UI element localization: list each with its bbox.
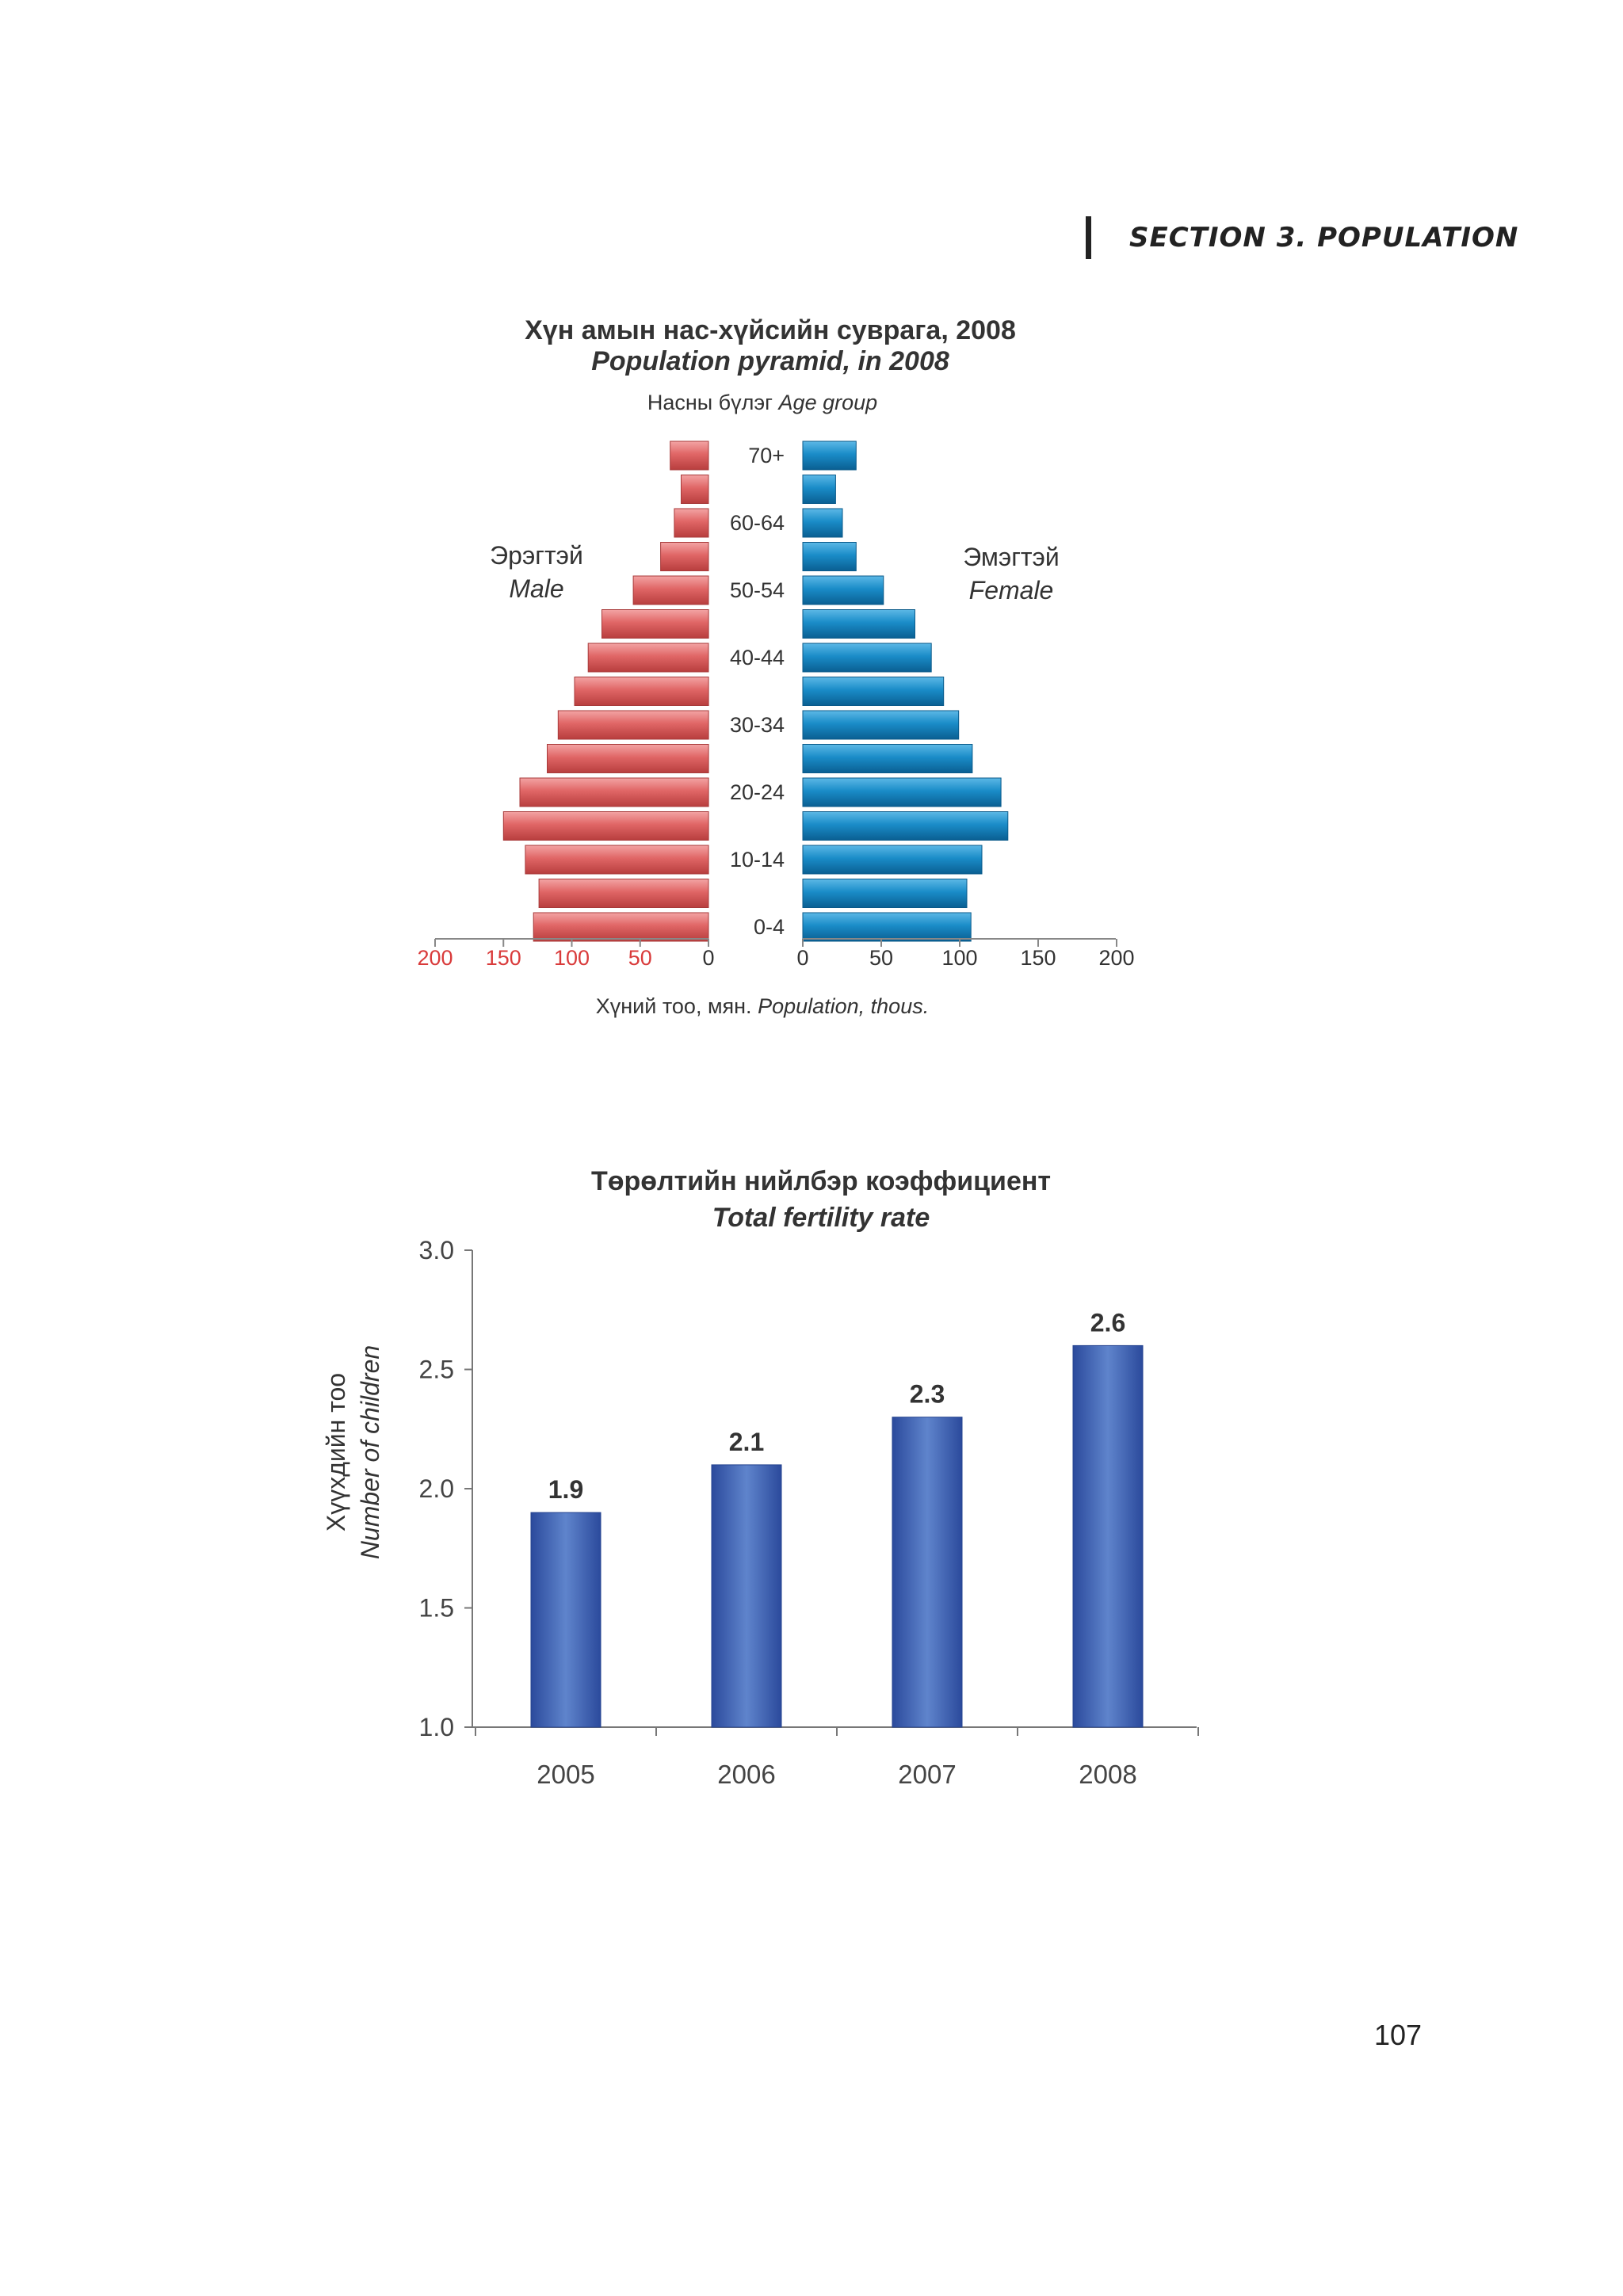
tfr-y-tick-2.5: 2.5 <box>419 1356 454 1384</box>
female-axis-ticks: 0 50 100 150 200 <box>796 939 1135 970</box>
female-tick-0: 0 <box>796 946 808 970</box>
tfr-x-label-2005: 2005 <box>537 1760 594 1789</box>
female-bar-5-9 <box>802 879 968 908</box>
male-legend-en: Male <box>509 574 563 603</box>
female-tick-150: 150 <box>1020 946 1056 970</box>
male-bar-10-14 <box>525 845 709 875</box>
pyramid-xlabel-en: Population, thous. <box>758 994 929 1018</box>
tfr-x-label-2006: 2006 <box>717 1760 775 1789</box>
female-bar-30-34 <box>802 710 960 740</box>
tfr-data-label-2008: 2.6 <box>1090 1308 1125 1337</box>
population-pyramid-chart: Хүн амын нас-хүйсийн суврага, 2008 Popul… <box>417 315 1135 1018</box>
age-axis-label-en: Age group <box>777 391 878 414</box>
tfr-title: Төрөлтийн нийлбэр коэффициент <box>591 1166 1051 1196</box>
male-tick-200: 200 <box>417 946 453 970</box>
male-axis-ticks: 200 150 100 50 0 <box>417 939 715 970</box>
female-bar-40-44 <box>802 643 932 673</box>
female-bar-70+ <box>802 441 857 471</box>
female-bar-65-69 <box>802 475 836 504</box>
section-header: SECTION 3. POPULATION <box>1086 215 1518 260</box>
female-bar-60-64 <box>802 508 843 538</box>
male-bar-30-34 <box>557 710 709 740</box>
male-bar-40-44 <box>587 643 709 673</box>
female-bar-55-59 <box>802 542 857 571</box>
male-legend-mn: Эрэгтэй <box>490 541 583 570</box>
age-label-30-34: 30-34 <box>730 713 785 737</box>
pyramid-subtitle: Population pyramid, in 2008 <box>591 346 949 376</box>
male-tick-100: 100 <box>554 946 590 970</box>
age-label-70+: 70+ <box>748 444 785 467</box>
male-bar-15-19 <box>502 811 709 841</box>
fertility-rate-chart: Төрөлтийн нийлбэр коэффициент Total fert… <box>322 1166 1199 1789</box>
tfr-bar-2005 <box>530 1512 601 1728</box>
tfr-y-tick-1.5: 1.5 <box>419 1594 454 1623</box>
male-bar-70+ <box>670 441 709 471</box>
tfr-y-tick-1.0: 1.0 <box>419 1713 454 1741</box>
female-tick-50: 50 <box>869 946 893 970</box>
female-bar-25-29 <box>802 744 973 773</box>
age-label-10-14: 10-14 <box>730 848 785 871</box>
male-bar-5-9 <box>538 879 709 908</box>
male-bars <box>502 441 709 942</box>
tfr-x-label-2007: 2007 <box>898 1760 956 1789</box>
female-legend-en: Female <box>969 576 1054 605</box>
female-bars <box>802 441 1009 942</box>
pyramid-xlabel-mn: Хүний тоо, мян. <box>596 994 752 1018</box>
female-bar-35-39 <box>802 677 945 706</box>
section-divider-bar <box>1086 216 1091 259</box>
male-bar-55-59 <box>660 542 709 571</box>
tfr-y-ticks: 1.0 1.5 2.0 2.5 3.0 <box>419 1236 472 1741</box>
tfr-data-label-2005: 1.9 <box>548 1475 583 1504</box>
tfr-bar-2008 <box>1072 1344 1144 1728</box>
male-bar-25-29 <box>547 744 709 773</box>
female-bar-45-49 <box>802 609 915 639</box>
male-tick-50: 50 <box>628 946 652 970</box>
tfr-ylabel-mn: Хүүхдийн тоо <box>322 1373 350 1531</box>
male-tick-0: 0 <box>702 946 714 970</box>
age-label-20-24: 20-24 <box>730 780 785 804</box>
tfr-bars: 1.9 2.1 2.3 2.6 <box>530 1308 1144 1728</box>
tfr-y-tick-3.0: 3.0 <box>419 1236 454 1264</box>
page-number: 107 <box>1374 2019 1423 2051</box>
male-bar-50-54 <box>632 575 709 605</box>
tfr-bar-2006 <box>711 1464 782 1728</box>
male-bar-0-4 <box>533 912 709 942</box>
male-tick-150: 150 <box>486 946 521 970</box>
section-title: SECTION 3. POPULATION <box>1129 222 1519 254</box>
age-label-0-4: 0-4 <box>754 915 785 939</box>
female-bar-0-4 <box>802 912 972 942</box>
tfr-bar-2007 <box>892 1417 963 1728</box>
pyramid-title: Хүн амын нас-хүйсийн суврага, 2008 <box>525 315 1016 345</box>
pyramid-x-axis-label: Хүний тоо, мян. Population, thous. <box>596 994 929 1018</box>
age-axis-label: Насны бүлэг Age group <box>647 391 877 414</box>
tfr-y-tick-2.0: 2.0 <box>419 1474 454 1503</box>
male-bar-65-69 <box>681 475 709 504</box>
age-axis-label-mn: Насны бүлэг <box>647 391 773 414</box>
tfr-data-label-2007: 2.3 <box>910 1380 945 1409</box>
tfr-x-label-2008: 2008 <box>1079 1760 1136 1789</box>
female-bar-10-14 <box>802 845 983 875</box>
age-label-60-64: 60-64 <box>730 511 785 535</box>
tfr-data-label-2006: 2.1 <box>729 1428 764 1456</box>
female-bar-50-54 <box>802 575 884 605</box>
female-tick-100: 100 <box>941 946 977 970</box>
male-bar-35-39 <box>574 677 709 706</box>
female-bar-20-24 <box>802 777 1002 807</box>
male-bar-20-24 <box>519 777 709 807</box>
age-tick-labels: 0-4 10-14 20-24 30-34 40-44 50-54 60-64 70+ <box>730 444 785 939</box>
female-legend-mn: Эмэгтэй <box>963 543 1060 571</box>
tfr-subtitle: Total fertility rate <box>712 1203 930 1233</box>
age-label-40-44: 40-44 <box>730 646 785 669</box>
female-bar-15-19 <box>802 811 1009 841</box>
female-tick-200: 200 <box>1098 946 1134 970</box>
tfr-ylabel-en: Number of children <box>356 1345 384 1559</box>
male-bar-60-64 <box>674 508 709 538</box>
tfr-x-tick-labels: 2005 2006 2007 2008 <box>475 1727 1199 1789</box>
age-label-50-54: 50-54 <box>730 578 785 602</box>
male-bar-45-49 <box>601 609 709 639</box>
